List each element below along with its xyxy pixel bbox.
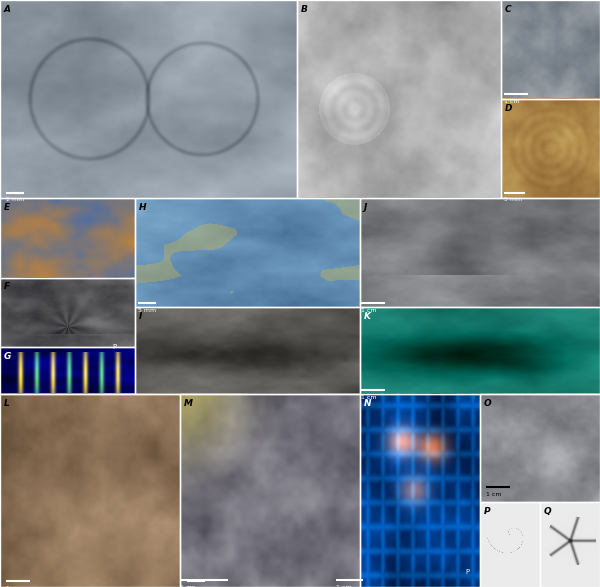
Text: 1 cm: 1 cm <box>504 99 520 104</box>
Text: F: F <box>4 282 10 291</box>
Text: K: K <box>364 312 371 321</box>
Text: 1 cm: 1 cm <box>6 586 22 587</box>
Text: P: P <box>113 345 117 350</box>
Text: I: I <box>139 312 142 321</box>
Text: J: J <box>364 203 367 212</box>
Text: 5 mm: 5 mm <box>138 308 156 313</box>
Bar <box>297 0 501 198</box>
Bar <box>501 99 600 198</box>
Text: 1 cm: 1 cm <box>486 492 502 497</box>
Bar <box>540 502 600 587</box>
Bar <box>480 394 600 502</box>
Text: M: M <box>184 399 193 407</box>
Text: P: P <box>465 569 469 575</box>
Text: 1 cm: 1 cm <box>336 585 352 587</box>
Text: A: A <box>4 5 11 14</box>
Text: 5 mm: 5 mm <box>504 197 522 203</box>
Text: H: H <box>139 203 146 212</box>
Bar <box>0 0 297 198</box>
Text: G: G <box>4 352 11 360</box>
Bar <box>0 347 135 394</box>
Text: D: D <box>505 104 512 113</box>
Bar <box>360 198 600 307</box>
Text: N: N <box>364 399 371 407</box>
Bar <box>501 0 600 99</box>
Text: Q: Q <box>544 507 551 516</box>
Bar <box>0 198 135 278</box>
Text: C: C <box>505 5 511 14</box>
Text: 1 cm: 1 cm <box>361 308 377 313</box>
Text: E: E <box>4 203 10 212</box>
Bar <box>180 394 360 587</box>
Bar <box>480 502 540 587</box>
Bar <box>135 307 360 394</box>
Text: L: L <box>4 399 10 407</box>
Bar <box>0 278 135 347</box>
Bar <box>0 394 180 587</box>
Text: P: P <box>484 507 490 516</box>
Text: 5 cm: 5 cm <box>180 585 196 587</box>
Text: 2 mm: 2 mm <box>187 586 205 587</box>
Text: 1 cm: 1 cm <box>361 395 377 400</box>
Bar <box>360 394 480 587</box>
Bar <box>360 307 600 394</box>
Text: B: B <box>301 5 307 14</box>
Bar <box>135 198 360 307</box>
Text: 2 mm: 2 mm <box>6 197 24 203</box>
Text: O: O <box>484 399 491 407</box>
